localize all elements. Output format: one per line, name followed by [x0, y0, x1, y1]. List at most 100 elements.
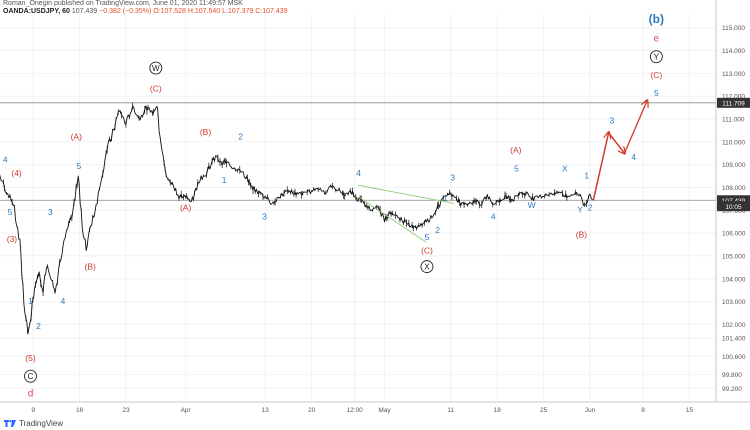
- wave-label: 4: [631, 152, 636, 162]
- wave-label: 1: [222, 175, 227, 185]
- x-tick-label: 18: [494, 407, 502, 414]
- wave-label: 5: [654, 88, 659, 98]
- publish-info: Roman_Onegin published on TradingView.co…: [3, 0, 243, 7]
- wave-label: Y: [577, 205, 583, 215]
- wave-label: 3: [262, 211, 267, 221]
- x-tick-label: Jun: [585, 407, 596, 414]
- y-tick-label: 102.000: [722, 322, 746, 329]
- wave-label: 2: [238, 132, 243, 142]
- trend-line: [357, 184, 455, 204]
- y-tick-label: 107.000: [722, 208, 746, 215]
- wave-label: (B): [200, 127, 212, 137]
- price-tag-label: 111.709: [722, 100, 745, 107]
- wave-label: (A): [180, 202, 192, 212]
- wave-label: (C): [650, 70, 662, 80]
- wave-label: (3): [7, 234, 18, 244]
- wave-label: (4): [11, 168, 22, 178]
- y-tick-label: 111.000: [722, 116, 745, 123]
- y-tick-label: 110.000: [722, 139, 745, 146]
- chart-grid: [0, 14, 716, 402]
- wave-label: 4: [491, 211, 496, 221]
- wave-label: 2: [588, 202, 593, 212]
- wave-label: 1: [28, 296, 33, 306]
- wave-circle: [420, 260, 434, 274]
- symbol-label: OANDA:USDJPY, 60: [3, 8, 70, 15]
- price-tag-box: [717, 195, 750, 206]
- y-tick-label: 104.000: [722, 276, 746, 283]
- wave-label: 1: [584, 170, 589, 180]
- x-tick-label: May: [378, 407, 391, 414]
- projection-segment: [608, 132, 625, 154]
- wave-label: W: [528, 200, 536, 210]
- wave-label: 3: [610, 116, 615, 126]
- brand-name: TradingView: [19, 419, 64, 428]
- price-series: [0, 102, 594, 335]
- wave-label: 3: [450, 173, 455, 183]
- x-tick-label: Apr: [181, 407, 192, 414]
- wave-label: X: [424, 263, 430, 272]
- x-tick-label: 8: [641, 407, 645, 414]
- wave-label: C: [28, 372, 34, 381]
- wave-label: e: [654, 33, 660, 44]
- wave-label: 5: [425, 232, 430, 242]
- y-tick-label: 99.200: [722, 386, 742, 393]
- wave-label: 1: [443, 193, 448, 203]
- wave-label: (C): [150, 84, 162, 94]
- projection-line: [592, 101, 647, 201]
- wave-label: (5): [25, 353, 36, 363]
- wave-label: (B): [84, 262, 96, 272]
- y-tick-label: 113.000: [722, 71, 745, 78]
- wave-label: 5: [514, 163, 519, 173]
- x-tick-label: 23: [122, 407, 130, 414]
- price-line: [0, 105, 594, 335]
- y-tick-label: 103.000: [722, 299, 746, 306]
- y-tick-label: 106.000: [722, 231, 746, 238]
- wave-label: 5: [77, 161, 82, 171]
- wave-label: 3: [48, 207, 53, 217]
- price-axis[interactable]: 115.000 114.000 113.000 112.000 111.000 110.0…: [715, 0, 746, 402]
- ohlc-values: O:107.528 H:107.540 L:107.379 C:107.439: [153, 8, 288, 15]
- y-tick-label: 115.000: [722, 25, 745, 32]
- x-tick-label: 9: [31, 407, 35, 414]
- y-tick-label: 100.600: [722, 354, 746, 361]
- wave-label: Y: [654, 53, 660, 62]
- x-tick-label: 12:00: [347, 407, 364, 414]
- y-tick-label: 109.000: [722, 162, 746, 169]
- price-change: −0.382 (−0.35%): [99, 8, 152, 15]
- price-tags: 111.709107.43910:05: [717, 97, 750, 212]
- wave-label: (A): [510, 145, 522, 155]
- wave-label: 4: [356, 168, 361, 178]
- time-axis[interactable]: 9 16 23 Apr 13 20 12:00 May 11 18 25 Jun 8 15: [0, 401, 750, 414]
- x-tick-label: 15: [686, 407, 694, 414]
- wave-label: 2: [435, 225, 440, 235]
- y-tick-label: 99.800: [722, 372, 742, 379]
- wave-label: X: [562, 163, 568, 173]
- wave-label: W: [152, 64, 160, 73]
- wave-circle: [149, 61, 163, 75]
- y-tick-label: 112.000: [722, 94, 745, 101]
- y-tick-label: 114.000: [722, 48, 745, 55]
- symbol-info: OANDA:USDJPY, 60 107.439 −0.382 (−0.35%)…: [3, 8, 288, 15]
- publish-line: Roman_Onegin published on TradingView.co…: [3, 0, 243, 7]
- x-tick-label: 11: [447, 407, 454, 414]
- wave-label: (B): [576, 230, 588, 240]
- wave-label: (C): [421, 246, 433, 256]
- tradingview-brand[interactable]: TradingView: [4, 419, 63, 428]
- wave-label: (b): [649, 12, 664, 26]
- price-tag-box: [717, 97, 750, 108]
- y-tick-label: 108.000: [722, 185, 746, 192]
- last-price: 107.439: [71, 8, 98, 15]
- wave-label: 4: [3, 154, 8, 164]
- y-tick-label: 105.000: [722, 253, 746, 260]
- price-tag-box: [717, 201, 750, 212]
- wave-circle: [24, 369, 37, 383]
- x-tick-label: 16: [76, 407, 84, 414]
- wave-label: 4: [61, 296, 66, 306]
- projection-path: [592, 101, 647, 201]
- wave-label: 5: [8, 207, 13, 217]
- wave-label: d: [28, 388, 34, 399]
- x-tick-label: 13: [262, 407, 270, 414]
- projection-segment: [592, 133, 608, 201]
- y-tick-label: 101.400: [722, 336, 746, 343]
